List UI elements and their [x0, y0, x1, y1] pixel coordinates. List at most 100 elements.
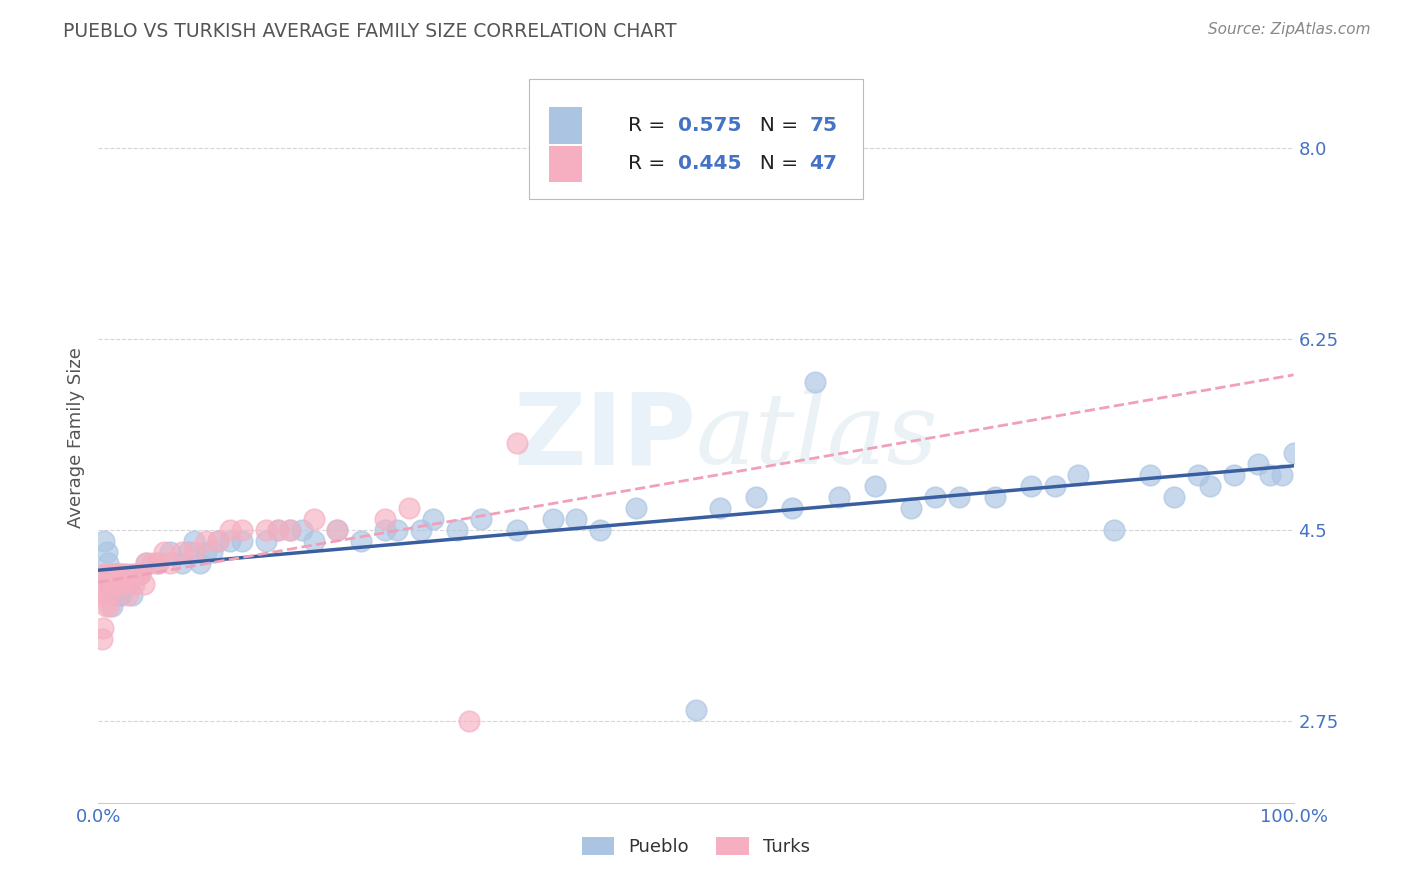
Point [470, 512, 492, 526]
Point [207, 533, 229, 548]
Point [302, 512, 325, 526]
Point [107, 577, 129, 591]
Point [124, 577, 146, 591]
Point [207, 533, 229, 548]
Text: atlas: atlas [696, 390, 939, 484]
Point [159, 545, 181, 559]
Point [1187, 468, 1209, 483]
Text: 75: 75 [810, 116, 838, 135]
Point [94, 599, 117, 614]
FancyBboxPatch shape [529, 78, 863, 200]
Point [1104, 523, 1126, 537]
Point [104, 566, 127, 581]
Point [93, 533, 115, 548]
Point [124, 566, 146, 581]
Point [148, 556, 170, 570]
Point [121, 588, 143, 602]
Point [780, 501, 803, 516]
Text: R =: R = [628, 154, 672, 173]
Point [924, 490, 946, 504]
Point [278, 523, 301, 537]
Point [422, 512, 444, 526]
Legend: Pueblo, Turks: Pueblo, Turks [575, 830, 817, 863]
Point [278, 523, 301, 537]
Point [948, 490, 970, 504]
Point [900, 501, 922, 516]
Point [709, 501, 731, 516]
Point [326, 523, 349, 537]
Point [685, 703, 707, 717]
Point [114, 566, 136, 581]
Point [91, 632, 114, 646]
Point [398, 501, 420, 516]
Point [107, 566, 129, 581]
Point [804, 376, 827, 390]
Point [188, 556, 211, 570]
Point [291, 523, 314, 537]
Point [302, 533, 325, 548]
Point [93, 588, 115, 602]
Point [195, 545, 218, 559]
Point [104, 588, 127, 602]
Point [159, 556, 181, 570]
Point [107, 588, 129, 602]
Point [219, 533, 242, 548]
Point [1199, 479, 1222, 493]
Point [172, 545, 194, 559]
Text: 0.575: 0.575 [678, 116, 741, 135]
Point [177, 545, 200, 559]
Point [984, 490, 1007, 504]
Point [129, 566, 152, 581]
Point [201, 545, 224, 559]
Point [141, 556, 163, 570]
FancyBboxPatch shape [548, 107, 582, 144]
Point [745, 490, 768, 504]
Point [96, 577, 118, 591]
Point [219, 523, 242, 537]
Point [105, 577, 128, 591]
Point [446, 523, 468, 537]
Point [101, 577, 124, 591]
Point [626, 501, 648, 516]
Point [1019, 479, 1042, 493]
Point [103, 577, 125, 591]
Point [105, 577, 128, 591]
Point [98, 577, 122, 591]
Point [1139, 468, 1161, 483]
Point [1067, 468, 1090, 483]
Point [1258, 468, 1281, 483]
Point [326, 523, 349, 537]
Point [101, 566, 124, 581]
Point [195, 533, 218, 548]
Point [589, 523, 612, 537]
Point [96, 545, 118, 559]
Point [129, 566, 152, 581]
Point [107, 566, 129, 581]
Point [110, 588, 132, 602]
Point [98, 588, 122, 602]
Point [374, 523, 396, 537]
Point [135, 556, 157, 570]
Point [411, 523, 433, 537]
Point [506, 435, 529, 450]
Text: R =: R = [628, 116, 672, 135]
Point [1282, 446, 1305, 460]
Point [98, 566, 122, 581]
Point [132, 577, 155, 591]
Point [231, 523, 253, 537]
Text: PUEBLO VS TURKISH AVERAGE FAMILY SIZE CORRELATION CHART: PUEBLO VS TURKISH AVERAGE FAMILY SIZE CO… [63, 22, 676, 41]
Point [183, 545, 205, 559]
Point [91, 621, 114, 635]
Point [135, 556, 157, 570]
Text: N =: N = [748, 154, 804, 173]
Point [1043, 479, 1066, 493]
Point [385, 523, 409, 537]
Text: 47: 47 [810, 154, 838, 173]
Point [97, 588, 120, 602]
Point [374, 512, 396, 526]
Point [103, 566, 125, 581]
Point [458, 714, 481, 728]
Point [148, 556, 170, 570]
Point [118, 577, 141, 591]
Point [114, 566, 136, 581]
